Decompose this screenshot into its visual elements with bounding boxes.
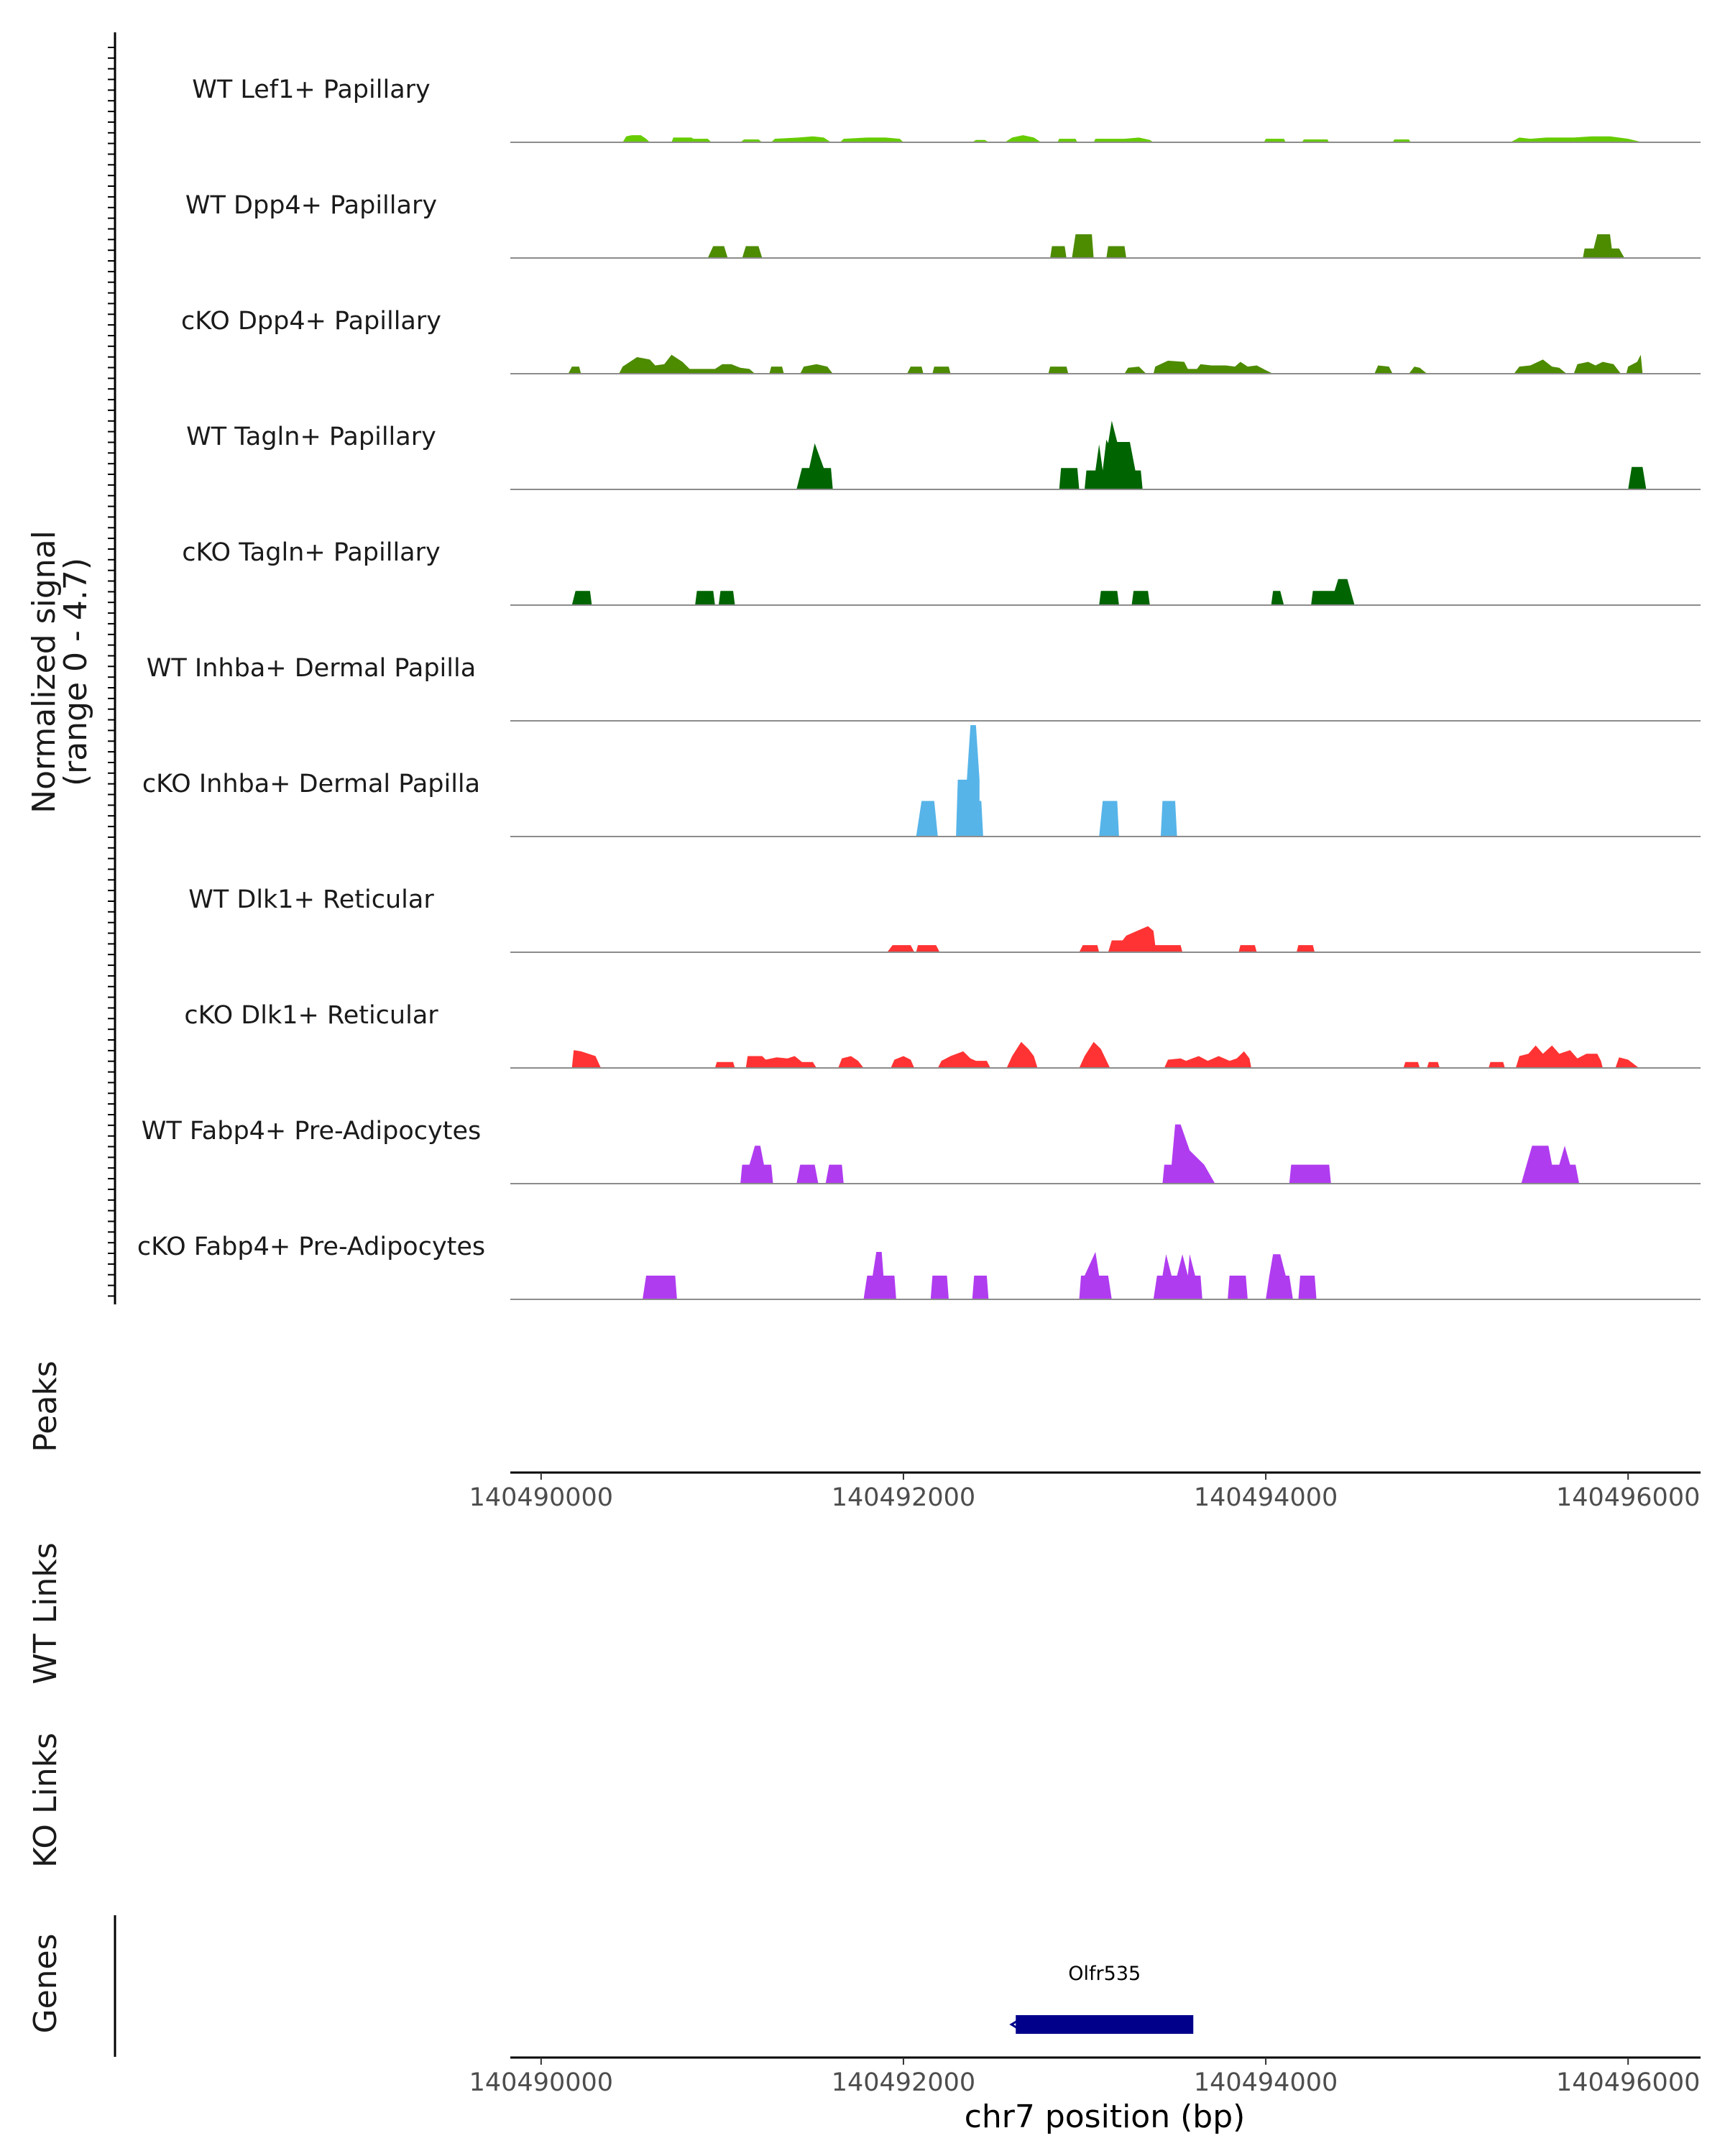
x-axis-genes: 140490000 140492000 140494000 140496000 (469, 2056, 1701, 2097)
track-wt-dpp4-papillary: WT Dpp4+ Papillary (185, 191, 1701, 259)
track-wt-tagln-papillary: WT Tagln+ Papillary (186, 420, 1701, 490)
track-label: cKO Inhba+ Dermal Papilla (142, 770, 480, 798)
track-cko-fabp4-pre-adipocytes: cKO Fabp4+ Pre-Adipocytes (137, 1233, 1701, 1300)
coverage-area-wt-dpp4-papillary (707, 234, 1625, 258)
coverage-area-cko-dlk1-reticular (571, 1041, 1639, 1068)
x-axis-title: chr7 position (bp) (965, 2099, 1246, 2135)
track-label: cKO Tagln+ Papillary (182, 538, 441, 567)
ko-links-panel-label: KO Links (27, 1733, 64, 1868)
track-wt-dlk1-reticular: WT Dlk1+ Reticular (188, 885, 1701, 953)
coverage-area-cko-dpp4-papillary (568, 354, 1643, 374)
wt-links-panel-label: WT Links (27, 1542, 64, 1684)
x-axis-peaks: 140490000 140492000 140494000 140496000 (469, 1471, 1701, 1512)
peaks-panel-label: Peaks (27, 1360, 64, 1452)
x-tick-label: 140492000 (832, 2068, 975, 2097)
y-axis-range: (range 0 - 4.7) (58, 558, 94, 786)
track-label: WT Dpp4+ Papillary (185, 191, 437, 220)
x-tick-label: 140490000 (469, 2068, 613, 2097)
x-tick-label: 140490000 (469, 1483, 613, 1512)
track-wt-fabp4-pre-adipocytes: WT Fabp4+ Pre-Adipocytes (142, 1117, 1701, 1184)
track-label: cKO Dpp4+ Papillary (181, 307, 441, 336)
track-label: WT Fabp4+ Pre-Adipocytes (142, 1117, 481, 1146)
track-label: WT Inhba+ Dermal Papilla (147, 654, 476, 683)
track-cko-inhba-dermal-papilla: cKO Inhba+ Dermal Papilla (142, 725, 1701, 837)
coverage-area-cko-fabp4-pre-adipocytes (643, 1252, 1317, 1299)
genes-panel-label: Genes (27, 1933, 64, 2033)
coverage-area-wt-dlk1-reticular (887, 926, 1315, 952)
coverage-area-wt-lef1-papillary (622, 135, 1643, 142)
strand-arrow-icon (1009, 2019, 1020, 2030)
coverage-area-cko-tagln-papillary (571, 579, 1357, 605)
gene-annotations: Olfr535 (1009, 1963, 1194, 2034)
track-cko-dlk1-reticular: cKO Dlk1+ Reticular (184, 1001, 1701, 1069)
x-tick-label: 140494000 (1194, 1483, 1338, 1512)
coverage-area-cko-inhba-dermal-papilla (916, 725, 1177, 837)
track-label: cKO Fabp4+ Pre-Adipocytes (137, 1233, 485, 1261)
gene-olfr535: Olfr535 (1009, 1963, 1194, 2034)
coverage-tracks: WT Lef1+ Papillary WT Dpp4+ Papillary cKO … (137, 75, 1701, 1300)
track-cko-tagln-papillary: cKO Tagln+ Papillary (182, 538, 1701, 606)
coverage-area-wt-tagln-papillary (796, 420, 1647, 489)
gene-name-label: Olfr535 (1068, 1963, 1141, 1985)
gene-body (1016, 2015, 1194, 2034)
x-tick-label: 140496000 (1556, 2068, 1700, 2097)
track-wt-inhba-dermal-papilla: WT Inhba+ Dermal Papilla (147, 654, 1701, 722)
x-tick-label: 140496000 (1556, 1483, 1700, 1512)
track-cko-dpp4-papillary: cKO Dpp4+ Papillary (181, 307, 1701, 374)
x-tick-label: 140494000 (1194, 2068, 1338, 2097)
y-axis-title: Normalized signal (26, 530, 63, 814)
coverage-area-wt-fabp4-pre-adipocytes (740, 1124, 1580, 1184)
track-label: cKO Dlk1+ Reticular (184, 1001, 438, 1030)
track-wt-lef1-papillary: WT Lef1+ Papillary (192, 75, 1701, 143)
track-label: WT Dlk1+ Reticular (188, 885, 434, 914)
signal-y-axis (108, 32, 116, 1304)
track-label: WT Tagln+ Papillary (186, 423, 436, 451)
track-label: WT Lef1+ Papillary (192, 75, 431, 104)
x-tick-label: 140492000 (832, 1483, 975, 1512)
